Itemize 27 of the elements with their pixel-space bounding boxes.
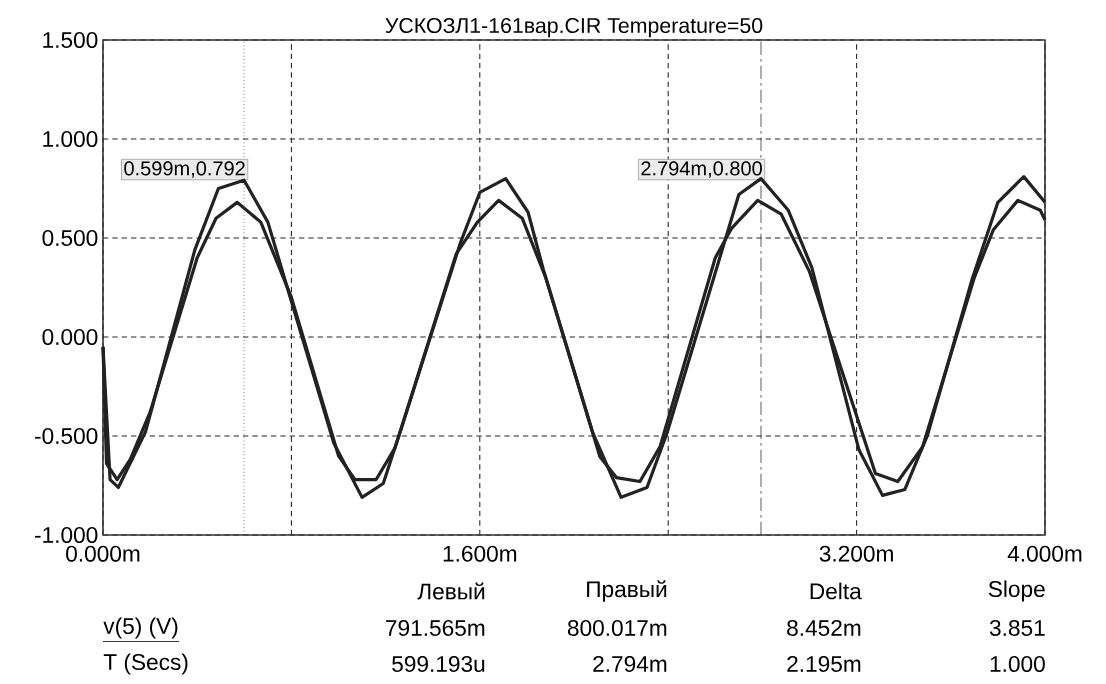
text: Delta — [810, 582, 862, 600]
text: 2.794m — [593, 655, 667, 673]
text: 800.017m — [567, 619, 667, 637]
y-tick-label: 1.000 — [43, 130, 98, 148]
y-tick-label: 1.500 — [43, 31, 98, 49]
text: Slope — [988, 580, 1045, 602]
ref-line-label: 0.599m,0.792 — [124, 161, 245, 178]
text: v(5) (V) — [103, 617, 178, 639]
ref-line-label: 2.794m,0.800 — [641, 161, 762, 178]
chart-title: УСКОЗЛ1-161вар.CIR Temperature=50 — [385, 17, 763, 38]
y-tick-label: -1.000 — [35, 526, 98, 544]
y-tick-label: 0.000 — [42, 328, 98, 346]
text: T (Secs) — [103, 653, 188, 675]
text: Правый — [587, 580, 667, 602]
x-tick-label: 3.200m — [819, 545, 893, 562]
x-tick-label: 0.000m — [66, 545, 140, 562]
text: 3.851 — [989, 619, 1045, 637]
text: 8.452m — [787, 619, 861, 637]
y-tick-label: -0.500 — [35, 427, 98, 445]
text: 791.565m — [386, 619, 485, 637]
y-tick-label: 0.500 — [42, 229, 98, 247]
text: 2.195m — [787, 655, 861, 673]
text: Левый — [417, 582, 485, 600]
x-tick-label: 1.600m — [443, 545, 517, 562]
text: 1.000 — [990, 655, 1045, 673]
x-tick-label: 4.000m — [1007, 545, 1082, 562]
text: 599.193u — [392, 655, 485, 673]
